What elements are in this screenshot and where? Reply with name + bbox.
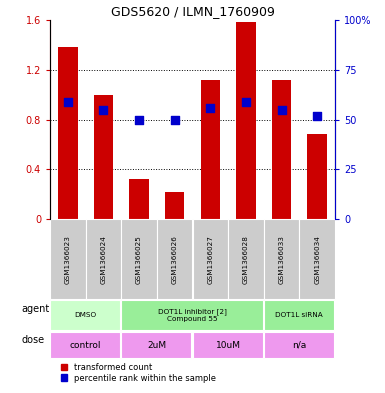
Bar: [264, 332, 334, 358]
Bar: [201, 79, 220, 219]
Bar: [50, 219, 85, 299]
Bar: [192, 219, 228, 299]
Text: 2uM: 2uM: [147, 341, 166, 350]
Point: [136, 116, 142, 123]
Bar: [121, 332, 191, 358]
Point: [314, 112, 320, 119]
Point: [100, 107, 107, 113]
Text: agent: agent: [22, 304, 50, 314]
Point: [65, 98, 71, 105]
Text: DOT1L siRNA: DOT1L siRNA: [275, 312, 323, 318]
Bar: [264, 219, 299, 299]
Point: [172, 116, 178, 123]
Bar: [236, 22, 256, 219]
Point: [278, 107, 285, 113]
Bar: [192, 332, 263, 358]
Bar: [121, 300, 263, 330]
Text: GSM1366025: GSM1366025: [136, 235, 142, 284]
Text: DMSO: DMSO: [75, 312, 97, 318]
Bar: [129, 180, 149, 219]
Text: GSM1366033: GSM1366033: [278, 235, 285, 284]
Text: GSM1366024: GSM1366024: [100, 235, 107, 284]
Bar: [121, 219, 157, 299]
Point: [243, 98, 249, 105]
Bar: [307, 134, 327, 219]
Bar: [228, 219, 264, 299]
Legend: transformed count, percentile rank within the sample: transformed count, percentile rank withi…: [60, 362, 217, 384]
Point: [207, 105, 213, 111]
Bar: [157, 219, 192, 299]
Text: 10uM: 10uM: [216, 341, 241, 350]
Text: n/a: n/a: [292, 341, 306, 350]
Bar: [165, 192, 184, 219]
Text: control: control: [70, 341, 101, 350]
Text: GSM1366023: GSM1366023: [65, 235, 71, 284]
Text: GSM1366028: GSM1366028: [243, 235, 249, 284]
Bar: [300, 219, 335, 299]
Title: GDS5620 / ILMN_1760909: GDS5620 / ILMN_1760909: [110, 6, 275, 18]
Text: GSM1366034: GSM1366034: [314, 235, 320, 284]
Text: dose: dose: [22, 334, 45, 345]
Text: DOT1L inhibitor [2]
Compound 55: DOT1L inhibitor [2] Compound 55: [158, 309, 227, 322]
Bar: [58, 47, 78, 219]
Bar: [50, 332, 120, 358]
Bar: [94, 95, 113, 219]
Bar: [50, 300, 120, 330]
Text: GSM1366026: GSM1366026: [172, 235, 178, 284]
Text: GSM1366027: GSM1366027: [207, 235, 213, 284]
Bar: [272, 79, 291, 219]
Bar: [86, 219, 121, 299]
Bar: [264, 300, 334, 330]
